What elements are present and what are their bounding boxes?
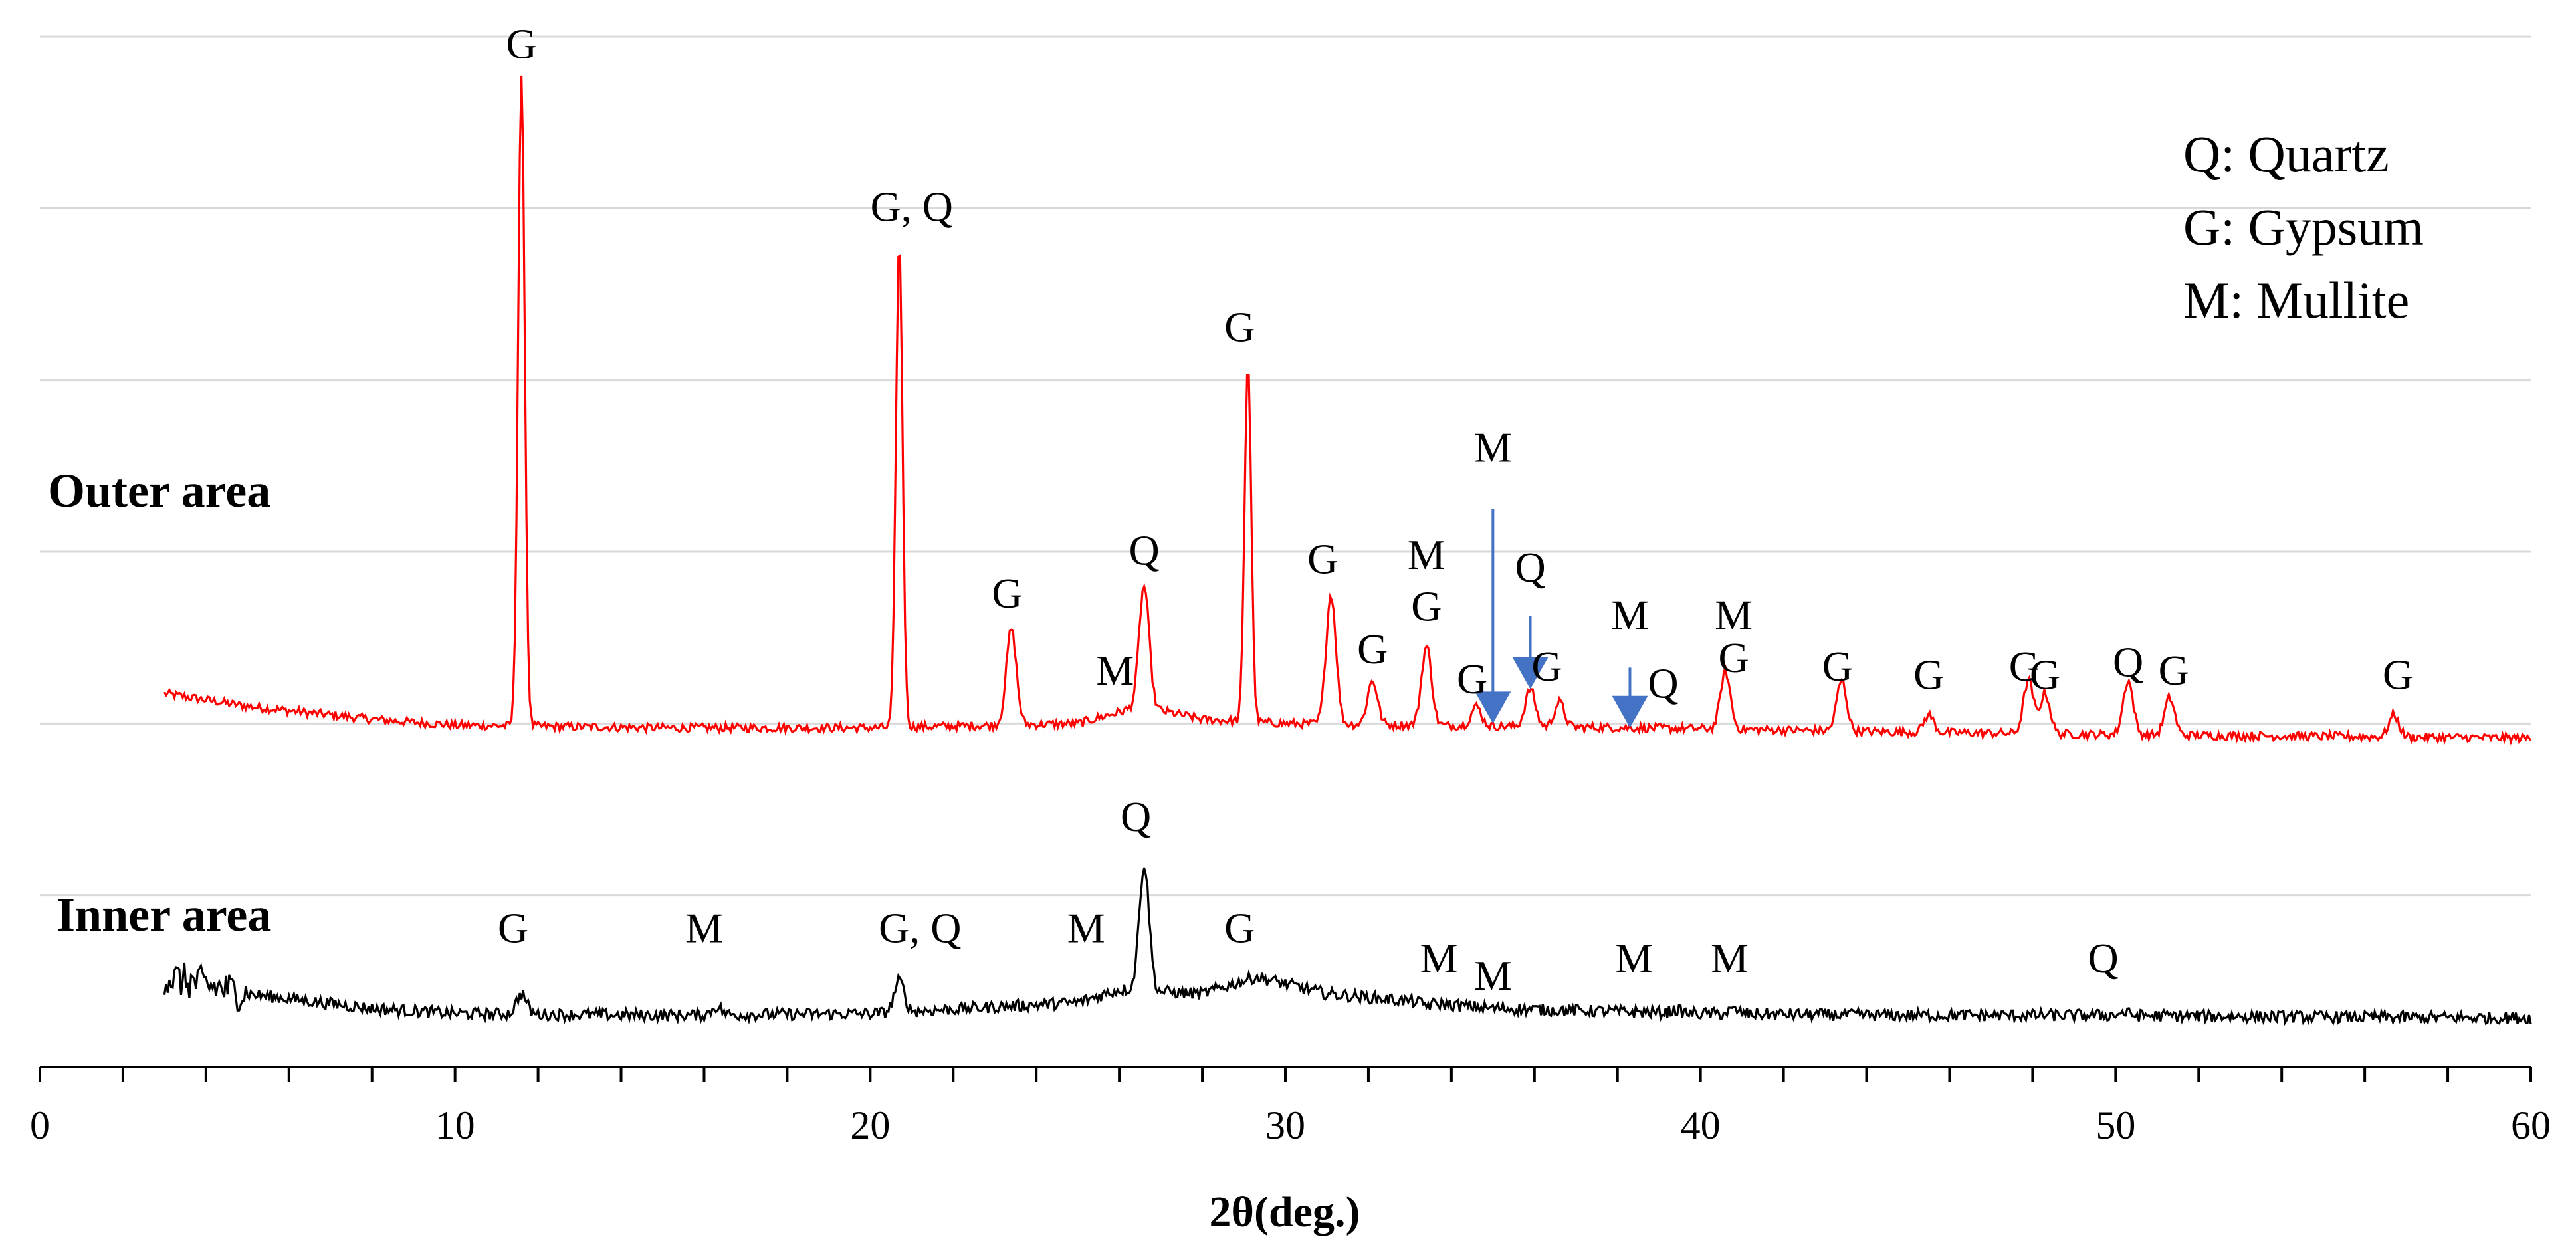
x-tick-label: 10 xyxy=(435,1103,475,1147)
series-label-outer: Outer area xyxy=(48,464,270,517)
peak-label: G xyxy=(1357,626,1388,673)
peak-label: G xyxy=(1307,535,1338,582)
peak-label: G, Q xyxy=(879,905,961,952)
marker-arrow xyxy=(1512,616,1549,689)
x-tick-label: 40 xyxy=(1681,1103,1721,1147)
x-axis-title: 2θ(deg.) xyxy=(1210,1188,1360,1236)
x-tick-label: 20 xyxy=(850,1103,890,1147)
arrow-layer xyxy=(1475,509,1648,728)
peak-label: Q xyxy=(1515,544,1545,591)
peak-label: G xyxy=(2030,651,2060,699)
peak-label: M xyxy=(1615,935,1653,982)
peak-label: G xyxy=(1913,651,1944,699)
peak-label: G xyxy=(506,20,537,67)
marker-arrow xyxy=(1612,667,1648,728)
legend-entry-gypsum: G: Gypsum xyxy=(2183,198,2424,256)
series-line-inner xyxy=(163,867,2532,1026)
peak-label: G xyxy=(1531,643,1562,690)
peak-label: M xyxy=(1420,935,1458,982)
peak-label: G xyxy=(498,905,528,952)
peak-label: G xyxy=(2383,651,2413,699)
peak-label: G xyxy=(1457,655,1487,703)
x-axis: 0 10 20 30 40 50 60 xyxy=(30,1066,2551,1147)
peak-label: M xyxy=(1474,952,1512,999)
x-tick-label: 60 xyxy=(2511,1103,2551,1147)
peak-label: Q xyxy=(1129,526,1160,574)
peak-label: M xyxy=(1711,935,1749,982)
arrow-head xyxy=(1475,691,1511,724)
peak-label: M xyxy=(1611,591,1649,638)
series-label-inner: Inner area xyxy=(56,888,271,941)
peak-label: Q xyxy=(2088,935,2118,982)
legend-entry-quartz: Q: Quartz xyxy=(2183,125,2389,183)
peak-label: G xyxy=(1411,582,1442,629)
peak-label: G xyxy=(1822,643,1853,690)
arrow-head xyxy=(1512,657,1549,689)
peak-label: Q xyxy=(1648,660,1678,707)
peak-label: G xyxy=(1224,304,1255,351)
series-layer xyxy=(163,75,2532,1026)
peak-label: M xyxy=(1067,905,1105,952)
marker-arrow xyxy=(1475,509,1511,724)
peak-label: G xyxy=(2159,647,2189,694)
legend: Q: Quartz G: Gypsum M: Mullite xyxy=(2183,125,2424,329)
x-tick-label: 50 xyxy=(2095,1103,2135,1147)
peak-label: G xyxy=(1224,905,1255,952)
peak-label: G xyxy=(2009,643,2040,690)
peak-label: Q xyxy=(2113,638,2143,685)
arrow-head xyxy=(1612,695,1648,728)
peak-label: G xyxy=(1719,634,1749,681)
peak-label: M xyxy=(1474,423,1512,471)
x-tick-label: 0 xyxy=(30,1103,50,1147)
peak-label: M xyxy=(1096,647,1134,694)
peak-label: G xyxy=(992,570,1022,617)
x-tick-label: 30 xyxy=(1265,1103,1305,1147)
peak-label: M xyxy=(1715,591,1753,638)
legend-entry-mullite: M: Mullite xyxy=(2183,271,2409,329)
grid-lines xyxy=(40,35,2531,897)
series-line-outer xyxy=(163,75,2532,746)
peak-label: M xyxy=(685,905,723,952)
peak-label: Q xyxy=(1121,793,1151,840)
peak-label: M xyxy=(1408,531,1446,578)
peak-label: G, Q xyxy=(871,183,953,231)
